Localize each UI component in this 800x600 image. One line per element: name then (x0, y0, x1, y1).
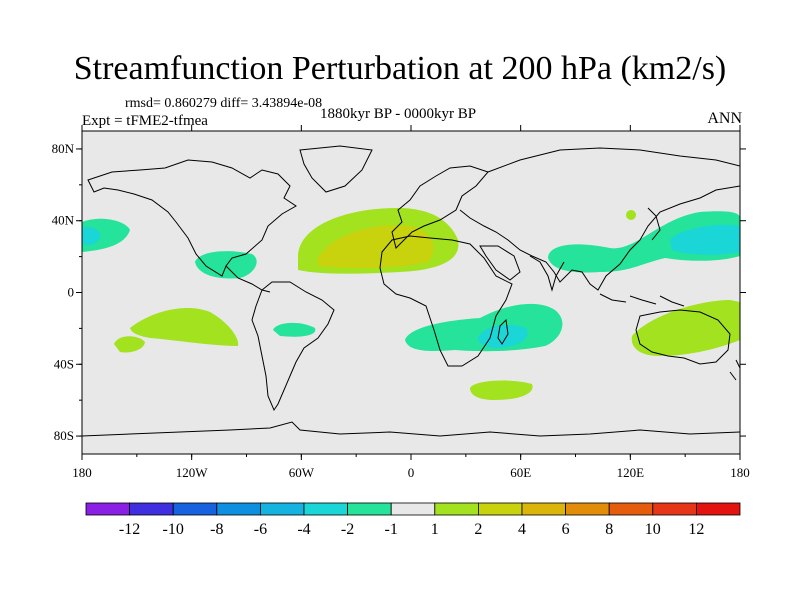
lat-label: 80S (54, 428, 74, 443)
colorbar-swatch (565, 502, 610, 516)
colorbar-label: -4 (297, 521, 310, 538)
coast-indonesia (599, 293, 685, 307)
coast-africa (379, 235, 513, 367)
colorbar-label: 6 (562, 521, 570, 538)
colorbar-swatch (521, 502, 566, 516)
colorbar-label: 12 (688, 521, 704, 538)
anomaly-spacific (130, 307, 239, 346)
coast-europe (391, 165, 489, 249)
colorbar-label: 1 (431, 521, 439, 538)
anomaly-asiapac-outer (548, 211, 740, 273)
lon-label: 60E (510, 465, 531, 480)
colorbar-label: 2 (474, 521, 482, 538)
coast-australia (635, 309, 731, 365)
coast-south-america (251, 281, 335, 412)
lat-label: 40N (52, 213, 75, 228)
colorbar-swatch (434, 502, 479, 516)
colorbar-swatch (216, 502, 261, 516)
colorbar-label: 10 (645, 521, 661, 538)
colorbar (85, 502, 741, 516)
colorbar-swatch (696, 502, 741, 516)
colorbar-label: -2 (341, 521, 354, 538)
colorbar-swatch (477, 502, 523, 516)
lon-label: 0 (408, 465, 415, 480)
colorbar-label: -8 (210, 521, 223, 538)
colorbar-label: -12 (119, 521, 140, 538)
colorbar-swatch (129, 502, 174, 516)
figure-title: Streamfunction Perturbation at 200 hPa (… (73, 50, 727, 87)
colorbar-swatch (390, 502, 436, 516)
lon-label: 60W (289, 465, 315, 480)
coast-antarctica (82, 421, 740, 437)
colorbar-swatch (652, 502, 697, 516)
axis-labels: 80N 40N 0 40S 80S 180 120W 60W 0 60E 120E 180 (52, 141, 750, 480)
lat-label: 40S (54, 356, 74, 371)
anomaly-japan-blob (626, 210, 636, 220)
anomaly-fields (82, 208, 740, 400)
coast-asia (459, 147, 740, 291)
lon-label: 120W (176, 465, 209, 480)
axis-ticks (76, 125, 746, 460)
season-label: ANN (707, 110, 742, 127)
coast-central-america (225, 265, 271, 293)
colorbar-swatch (85, 502, 130, 516)
lon-label: 120E (617, 465, 645, 480)
colorbar-swatch (608, 502, 654, 516)
colorbar-label: 8 (605, 521, 613, 538)
coast-greenland (299, 145, 373, 193)
colorbar-label: -6 (254, 521, 267, 538)
anomaly-asiapac-inner (670, 224, 740, 255)
coastlines (82, 145, 740, 437)
colorbar-label: -1 (385, 521, 398, 538)
anomaly-spacific-small (114, 336, 145, 353)
coast-india (529, 255, 565, 292)
lon-label: 180 (72, 465, 92, 480)
colorbar-swatch (347, 502, 392, 516)
map-background (82, 131, 740, 454)
period-label: 1880kyr BP - 0000kyr BP (320, 106, 477, 122)
coast-new-zealand (729, 359, 740, 381)
coast-north-america (87, 159, 297, 277)
lat-label: 0 (68, 285, 75, 300)
anomaly-westpac-inner (82, 227, 101, 246)
anomaly-australia (631, 300, 740, 356)
anomaly-satlantic (273, 322, 316, 337)
anomaly-caribbean (195, 251, 257, 279)
lat-label: 80N (52, 141, 75, 156)
coast-japan (647, 207, 661, 241)
colorbar-swatch (303, 502, 348, 516)
experiment-label: Expt = tFME2-tfmea (82, 113, 208, 129)
lon-label: 180 (730, 465, 750, 480)
colorbar-labels: -12 -10 -8 -6 -4 -2 -1 1 2 4 6 8 10 12 (119, 521, 704, 538)
anomaly-atlantic-inner (318, 225, 434, 269)
colorbar-swatch (259, 502, 305, 516)
anomaly-southern-ocean (470, 380, 533, 400)
stats-text: rmsd= 0.860279 diff= 3.43894e-08 (125, 96, 323, 111)
map-panel: 80N 40N 0 40S 80S 180 120W 60W 0 60E 120E 180 (52, 125, 750, 480)
colorbar-label: -10 (163, 521, 184, 538)
colorbar-swatch (172, 502, 218, 516)
anomaly-indian-inner (478, 324, 528, 348)
colorbar-label: 4 (518, 521, 526, 538)
coast-arabia (479, 245, 521, 281)
coast-madagascar (497, 318, 509, 345)
